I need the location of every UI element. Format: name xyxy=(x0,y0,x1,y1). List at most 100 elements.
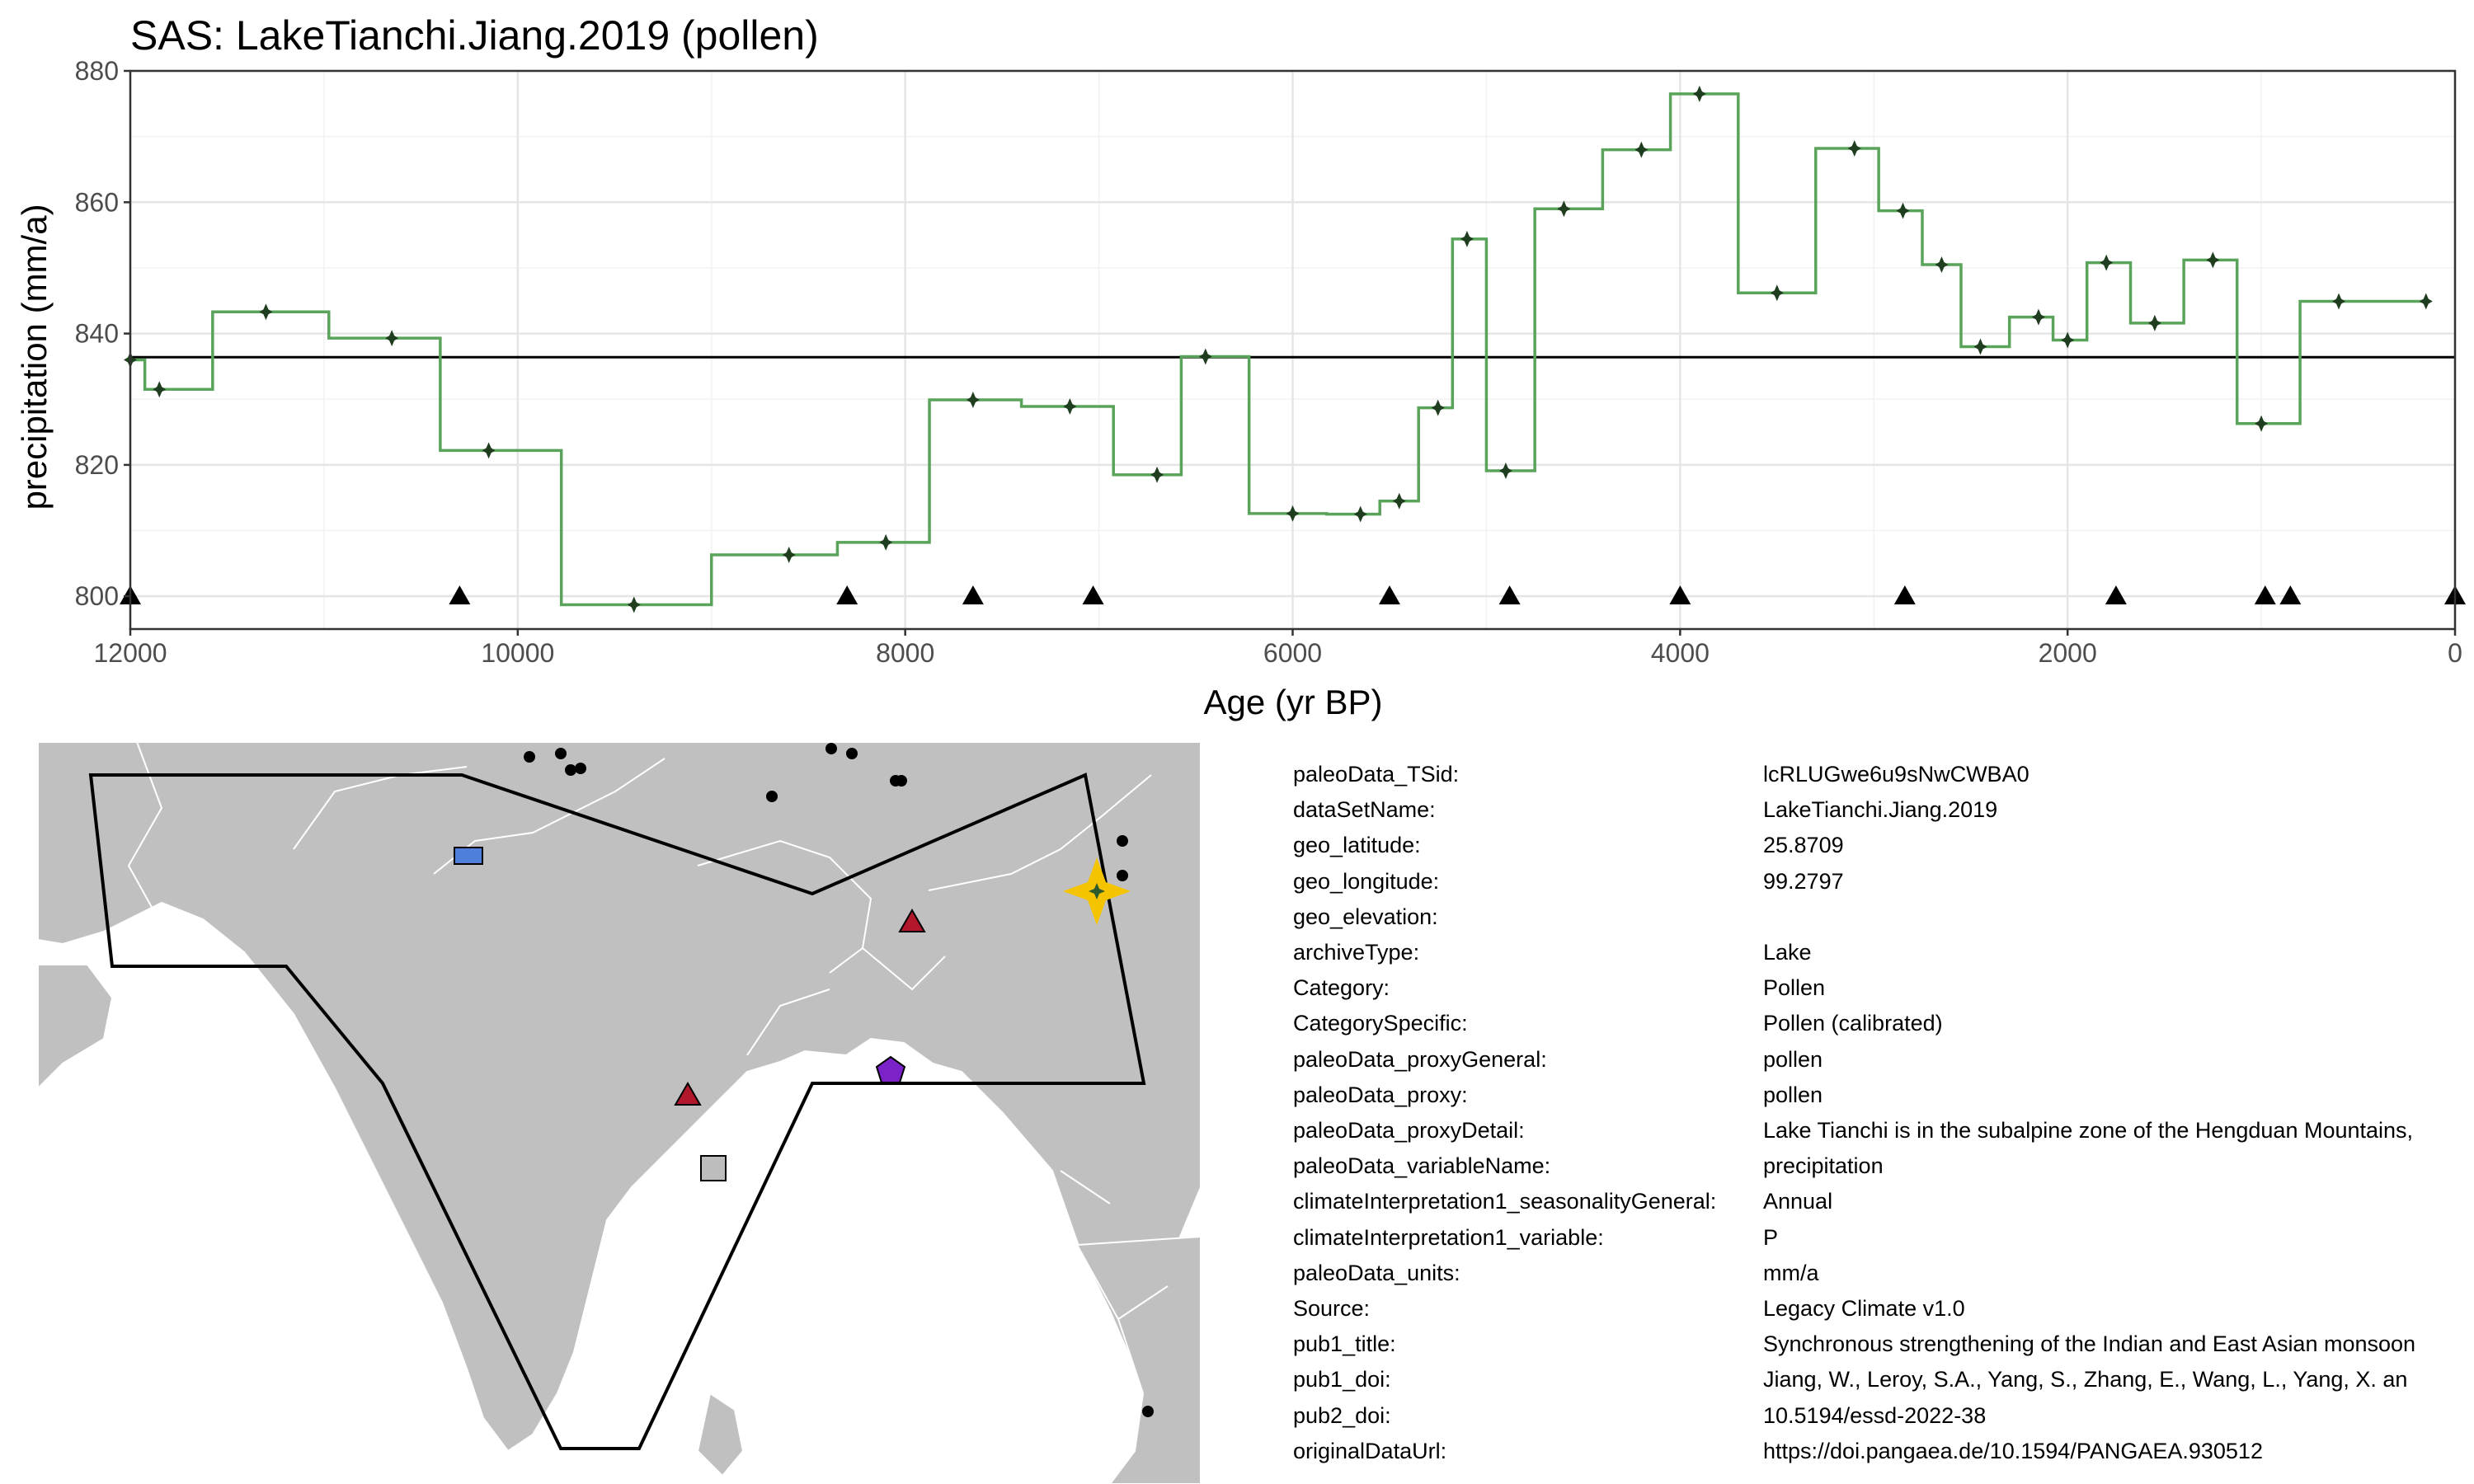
metadata-key: CategorySpecific: xyxy=(1293,1011,1468,1036)
x-axis-title: Age (yr BP) xyxy=(1203,683,1382,721)
metadata-value: Jiang, W., Leroy, S.A., Yang, S., Zhang,… xyxy=(1763,1367,2408,1392)
data-point xyxy=(1847,139,1861,157)
data-point xyxy=(1770,284,1784,302)
series-step-line xyxy=(130,92,2426,607)
data-point xyxy=(1431,399,1445,416)
y-tick-label: 840 xyxy=(75,319,119,349)
y-axis-title: precipitation (mm/a) xyxy=(15,204,54,510)
data-point xyxy=(1692,85,1706,102)
metadata-key: Source: xyxy=(1293,1296,1371,1321)
data-point xyxy=(627,596,641,613)
data-point xyxy=(2332,293,2346,310)
metadata-key: Category: xyxy=(1293,975,1390,1001)
data-point xyxy=(2031,308,2045,326)
site-marker-rectangle xyxy=(454,847,483,865)
data-point xyxy=(1634,141,1649,158)
metadata-key: pub1_title: xyxy=(1293,1331,1396,1357)
region-polygon xyxy=(88,773,1146,1450)
site-marker-pentagon xyxy=(875,1055,906,1083)
x-tick-label: 10000 xyxy=(481,638,554,668)
data-point xyxy=(966,392,980,409)
metadata-value: Synchronous strengthening of the Indian … xyxy=(1763,1331,2416,1357)
data-point xyxy=(2419,293,2433,310)
metadata-key: geo_latitude: xyxy=(1293,833,1421,858)
metadata-value: 25.8709 xyxy=(1763,833,1844,858)
metadata-value: pollen xyxy=(1763,1046,1823,1072)
age-marker xyxy=(2279,585,2302,605)
x-tick-label: 0 xyxy=(2448,638,2462,668)
metadata-value: Pollen xyxy=(1763,975,1826,1001)
site-marker-square xyxy=(700,1155,727,1181)
data-point xyxy=(2255,415,2269,432)
site-map xyxy=(38,742,1201,1484)
data-point xyxy=(2206,251,2220,269)
data-point xyxy=(259,303,273,321)
data-point xyxy=(1498,463,1512,480)
data-point xyxy=(1460,230,1474,247)
arabia-edge xyxy=(38,964,114,1090)
metadata-value: Pollen (calibrated) xyxy=(1763,1011,1943,1036)
data-point xyxy=(1150,466,1164,483)
age-marker xyxy=(1893,585,1916,605)
metadata-value: 99.2797 xyxy=(1763,868,1844,894)
metadata-value: LakeTianchi.Jiang.2019 xyxy=(1763,797,1998,823)
metadata-value: 10.5194/essd-2022-38 xyxy=(1763,1402,1987,1428)
site-dots xyxy=(524,743,1154,1417)
x-tick-label: 2000 xyxy=(2039,638,2097,668)
data-point xyxy=(482,442,496,459)
metadata-key: dataSetName: xyxy=(1293,797,1436,823)
chart-title: SAS: LakeTianchi.Jiang.2019 (pollen) xyxy=(130,12,819,59)
data-point xyxy=(1353,505,1367,523)
sri-lanka xyxy=(696,1392,745,1477)
metadata-key: paleoData_proxyGeneral: xyxy=(1293,1046,1547,1072)
site-marker-triangle-north xyxy=(898,908,926,932)
data-point xyxy=(2100,254,2114,271)
site-marker-triangle-india xyxy=(674,1081,702,1106)
metadata-key: paleoData_proxyDetail: xyxy=(1293,1118,1525,1143)
y-tick-label: 860 xyxy=(75,187,119,217)
age-marker xyxy=(836,585,858,605)
metadata-key: paleoData_units: xyxy=(1293,1260,1460,1285)
metadata-key: climateInterpretation1_variable: xyxy=(1293,1224,1604,1250)
data-point xyxy=(1198,348,1212,365)
metadata-value: mm/a xyxy=(1763,1260,1819,1285)
metadata-key: paleoData_variableName: xyxy=(1293,1153,1551,1179)
metadata-key: pub1_doi: xyxy=(1293,1367,1391,1392)
metadata-key: pub2_doi: xyxy=(1293,1402,1391,1428)
metadata-key: archiveType: xyxy=(1293,940,1420,965)
metadata-value: precipitation xyxy=(1763,1153,1884,1179)
age-marker xyxy=(1378,585,1400,605)
x-tick-label: 8000 xyxy=(876,638,934,668)
y-tick-label: 820 xyxy=(75,450,119,480)
data-point xyxy=(1392,492,1406,510)
age-marker xyxy=(2254,585,2276,605)
x-tick-label: 6000 xyxy=(1263,638,1322,668)
metadata-key: climateInterpretation1_seasonalityGenera… xyxy=(1293,1189,1717,1214)
data-point xyxy=(1063,397,1077,415)
metadata-value: lcRLUGwe6u9sNwCWBA0 xyxy=(1763,762,2030,787)
metadata-value: Annual xyxy=(1763,1189,1833,1214)
target-site-marker xyxy=(1063,857,1131,925)
data-point xyxy=(2061,331,2075,349)
metadata-key: paleoData_TSid: xyxy=(1293,762,1460,787)
metadata-value: pollen xyxy=(1763,1082,1823,1107)
data-point xyxy=(782,546,796,563)
metadata-value: Lake xyxy=(1763,940,1812,965)
data-point xyxy=(2147,314,2161,331)
age-marker xyxy=(449,585,471,605)
data-point xyxy=(1557,200,1571,218)
age-marker xyxy=(962,585,984,605)
metadata-key: originalDataUrl: xyxy=(1293,1438,1447,1463)
data-point xyxy=(1973,338,1987,355)
metadata-value: https://doi.pangaea.de/10.1594/PANGAEA.9… xyxy=(1763,1438,2263,1463)
y-tick-label: 880 xyxy=(75,56,119,86)
data-point xyxy=(153,381,167,398)
age-marker xyxy=(1082,585,1104,605)
x-tick-label: 4000 xyxy=(1651,638,1710,668)
metadata-key: geo_elevation: xyxy=(1293,904,1438,929)
paleo-chart: SAS: LakeTianchi.Jiang.2019 (pollen) 120… xyxy=(15,12,2466,721)
data-point xyxy=(1935,256,1949,273)
age-marker xyxy=(1669,585,1691,605)
metadata-value: Lake Tianchi is in the subalpine zone of… xyxy=(1763,1118,2414,1143)
data-point xyxy=(1896,202,1910,219)
